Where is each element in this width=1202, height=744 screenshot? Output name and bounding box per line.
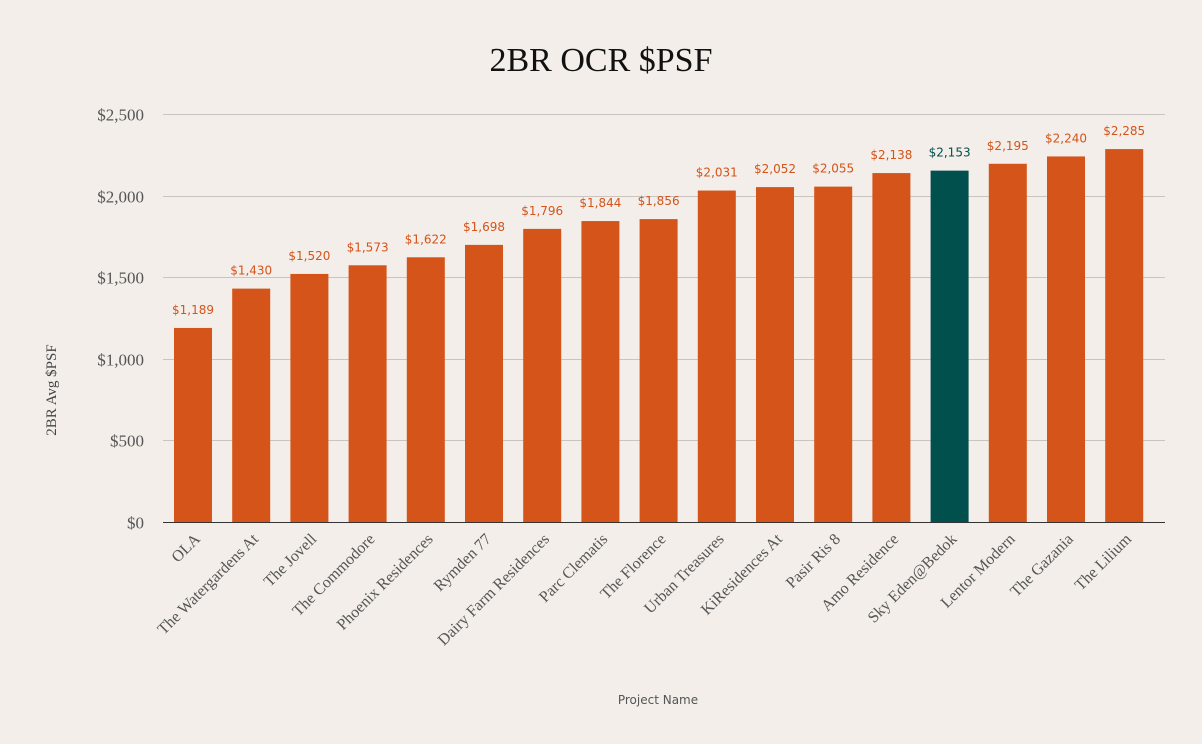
x-tick-label: Dairy Farm Residences bbox=[435, 531, 553, 649]
data-label: $1,698 bbox=[463, 220, 505, 234]
x-axis-label: Project Name bbox=[618, 693, 698, 707]
bar bbox=[872, 173, 911, 522]
y-tick-label: $2,500 bbox=[97, 106, 144, 125]
data-label: $2,195 bbox=[987, 139, 1029, 153]
data-label: $1,573 bbox=[347, 240, 389, 254]
data-label: $1,189 bbox=[172, 303, 214, 317]
bar bbox=[1047, 156, 1085, 522]
bar bbox=[406, 257, 445, 522]
data-label: $2,055 bbox=[812, 162, 854, 176]
x-tick-label: OLA bbox=[169, 530, 205, 566]
bar bbox=[581, 221, 620, 522]
data-label: $2,240 bbox=[1045, 131, 1087, 145]
y-tick-label: $0 bbox=[127, 514, 144, 533]
bar bbox=[697, 190, 736, 522]
data-label: $1,856 bbox=[638, 194, 680, 208]
y-tick-label: $2,000 bbox=[97, 188, 144, 207]
data-label: $1,796 bbox=[521, 204, 563, 218]
data-label: $1,520 bbox=[288, 249, 330, 263]
bars bbox=[174, 149, 1144, 523]
x-tick-label: The Lilium bbox=[1072, 530, 1136, 594]
data-label: $2,052 bbox=[754, 162, 796, 176]
y-tick-label: $500 bbox=[110, 432, 144, 451]
bar bbox=[988, 163, 1027, 522]
data-label: $2,031 bbox=[696, 166, 738, 180]
data-label: $2,285 bbox=[1103, 124, 1145, 138]
bar bbox=[174, 327, 212, 522]
bar bbox=[465, 244, 503, 522]
data-label: $2,153 bbox=[929, 146, 971, 160]
x-tick-label: Phoenix Residences bbox=[334, 531, 437, 634]
x-tick-label: The Gazania bbox=[1007, 531, 1076, 600]
data-label: $1,844 bbox=[579, 196, 621, 210]
data-label: $2,138 bbox=[870, 148, 912, 162]
x-tick-label: The Watergardens At bbox=[155, 530, 263, 638]
bar bbox=[756, 187, 794, 523]
bar bbox=[639, 219, 678, 522]
bar bbox=[523, 228, 562, 522]
bar bbox=[348, 265, 387, 522]
bar bbox=[930, 170, 969, 522]
chart-title: 2BR OCR $PSF bbox=[490, 42, 713, 79]
y-axis-ticks: $0 $500 $1,000 $1,500 $2,000 $2,500 bbox=[97, 106, 144, 533]
bar bbox=[232, 288, 271, 522]
data-labels: $1,189 $1,430 $1,520 $1,573 $1,622 $1,698 $1,7… bbox=[172, 124, 1145, 317]
x-tick-label: The Jovell bbox=[261, 530, 321, 590]
bar bbox=[1105, 149, 1144, 522]
data-label: $1,430 bbox=[230, 264, 272, 278]
data-label: $1,622 bbox=[405, 232, 447, 246]
bar bbox=[814, 186, 853, 522]
bar bbox=[290, 273, 329, 522]
y-tick-label: $1,000 bbox=[97, 351, 144, 370]
y-tick-label: $1,500 bbox=[97, 269, 144, 288]
y-axis-label: 2BR Avg $PSF bbox=[44, 344, 60, 435]
x-tick-label: Pasir Ris 8 bbox=[783, 531, 844, 592]
